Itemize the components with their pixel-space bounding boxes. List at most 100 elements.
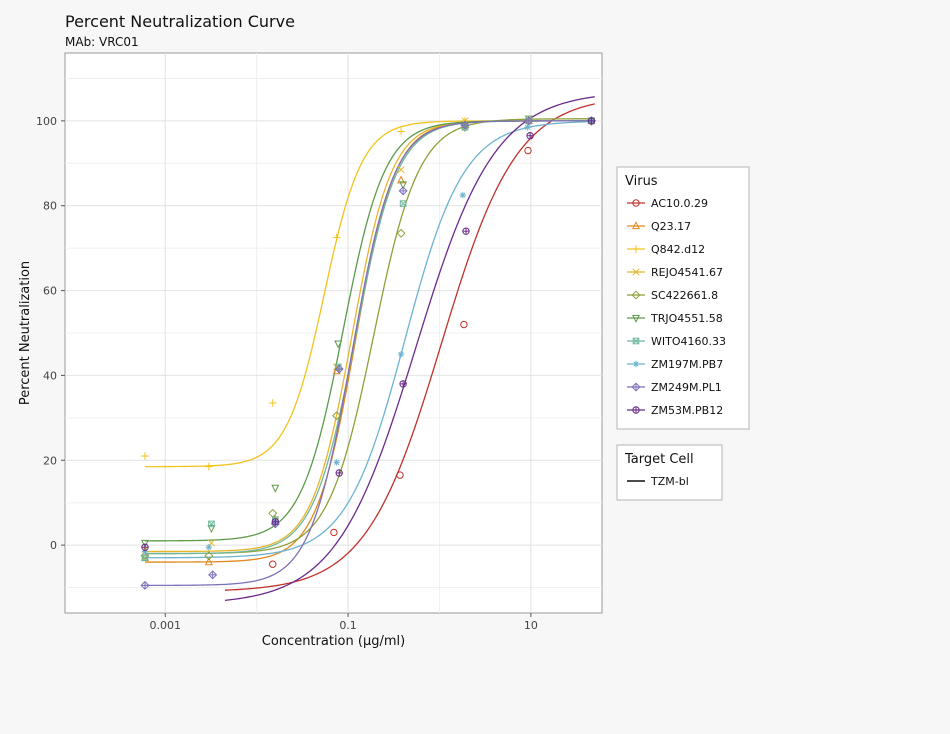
point-SC422661.8 <box>204 551 214 561</box>
point-Q842.d12 <box>397 127 405 136</box>
legend-label: AC10.0.29 <box>651 197 708 210</box>
point-TRJO4551.58 <box>140 539 149 548</box>
legend-item: Q23.17 <box>627 220 691 233</box>
point-Q842.d12 <box>268 399 277 407</box>
point-TRJO4551.58 <box>207 525 216 534</box>
chart-title: Percent Neutralization Curve <box>65 12 295 31</box>
grid <box>65 53 602 613</box>
legend-key-marker <box>632 199 640 207</box>
legend-label: ZM53M.PB12 <box>651 404 723 417</box>
point-TRJO4551.58 <box>271 484 280 493</box>
legend-key-marker <box>632 245 640 253</box>
point-ZM249M.PL1 <box>208 570 218 580</box>
point-AC10.0.29 <box>460 320 468 329</box>
point-ZM249M.PL1 <box>398 186 408 196</box>
target-cell-legend-title: Target Cell <box>624 452 694 467</box>
point-ZM53M.PB12 <box>335 469 343 477</box>
legend-label: ZM249M.PL1 <box>651 381 722 394</box>
legend-key-marker <box>632 268 640 276</box>
point-ZM197M.PB7 <box>397 351 405 358</box>
legend-key-marker <box>632 360 640 368</box>
legend-label: SC422661.8 <box>651 289 718 302</box>
y-axis-title: Percent Neutralization <box>18 261 33 405</box>
point-Q23.17 <box>397 175 406 184</box>
legend-label: Q842.d12 <box>651 243 705 256</box>
legend-item: ZM197M.PB7 <box>627 358 723 371</box>
point-Q842.d12 <box>332 233 341 242</box>
legend-item: WITO4160.33 <box>627 335 726 348</box>
point-ZM197M.PB7 <box>205 544 213 551</box>
virus-legend-title: Virus <box>625 174 658 189</box>
x-axis-title: Concentration (µg/ml) <box>262 634 405 649</box>
point-ZM53M.PB12 <box>141 543 149 551</box>
point-SC422661.8 <box>332 411 342 421</box>
target-cell-legend-label: TZM-bl <box>650 475 689 488</box>
legend-label: WITO4160.33 <box>651 335 726 348</box>
point-WITO4160.33 <box>399 200 407 207</box>
legend-key-marker <box>632 337 640 345</box>
point-SC422661.8 <box>140 551 150 561</box>
x-tick-label: 10 <box>524 619 538 632</box>
curve-ZM197M.PB7 <box>144 120 595 559</box>
point-AC10.0.29 <box>269 560 277 568</box>
point-ZM249M.PL1 <box>140 580 150 590</box>
legend-key-marker <box>631 382 641 392</box>
x-tick-label: 0.1 <box>339 619 357 632</box>
curve-ZM53M.PB12 <box>224 96 595 601</box>
point-WITO4160.33 <box>141 554 149 562</box>
point-AC10.0.29 <box>396 471 404 479</box>
legend-key-marker <box>631 290 641 300</box>
point-WITO4160.33 <box>208 520 215 528</box>
point-ZM249M.PL1 <box>524 116 534 126</box>
curve-ZM249M.PL1 <box>144 120 595 587</box>
point-Q23.17 <box>204 557 213 566</box>
point-ZM249M.PL1 <box>460 120 470 130</box>
point-Q842.d12 <box>205 462 213 471</box>
legend-label: Q23.17 <box>651 220 691 233</box>
legend-item: REJO4541.67 <box>627 266 723 279</box>
legend-key-marker <box>632 406 640 414</box>
point-ZM197M.PB7 <box>333 459 340 466</box>
target-cell-legend-box <box>616 444 723 501</box>
chart-subtitle: MAb: VRC01 <box>65 35 139 49</box>
point-REJO4541.67 <box>397 166 405 174</box>
point-ZM53M.PB12 <box>271 518 280 526</box>
virus-legend: Virus AC10.0.29 Q23.17 Q842.d12 REJO4541.67… <box>616 166 750 430</box>
y-tick-label: 20 <box>43 454 57 467</box>
legend-label: ZM197M.PB7 <box>651 358 723 371</box>
legend-label: TRJO4551.58 <box>650 312 723 325</box>
legend-item: TRJO4551.58 <box>627 312 723 325</box>
y-tick-label: 60 <box>43 285 57 298</box>
point-ZM197M.PB7 <box>459 191 467 199</box>
x-axis: 0.001 0.1 10 <box>150 613 538 632</box>
y-tick-label: 80 <box>43 200 57 213</box>
point-SC422661.8 <box>396 228 406 238</box>
target-cell-legend: Target Cell TZM-bl <box>616 444 723 501</box>
point-TRJO4551.58 <box>334 340 343 349</box>
point-Q23.17 <box>332 366 341 375</box>
x-tick-label: 0.001 <box>150 619 182 632</box>
legend-key-marker <box>631 314 641 323</box>
virus-legend-box <box>616 166 750 430</box>
point-ZM53M.PB12 <box>399 380 407 388</box>
data-points <box>140 115 596 590</box>
point-TRJO4551.58 <box>399 181 408 190</box>
virus-legend-items: AC10.0.29 Q23.17 Q842.d12 REJO4541.67 SC4226… <box>627 197 726 417</box>
point-ZM53M.PB12 <box>587 117 596 125</box>
point-ZM249M.PL1 <box>334 364 344 374</box>
y-tick-label: 40 <box>43 369 57 382</box>
legend-label: REJO4541.67 <box>651 266 723 279</box>
point-AC10.0.29 <box>330 528 338 537</box>
fitted-curves <box>144 96 595 601</box>
y-tick-label: 100 <box>36 115 57 128</box>
y-tick-label: 0 <box>50 539 57 552</box>
legend-key-marker <box>631 221 641 230</box>
point-ZM53M.PB12 <box>526 132 534 140</box>
legend-item: ZM249M.PL1 <box>627 381 722 394</box>
legend-item: AC10.0.29 <box>627 197 708 210</box>
point-AC10.0.29 <box>524 146 532 155</box>
point-ZM197M.PB7 <box>524 124 531 131</box>
point-ZM53M.PB12 <box>462 227 470 235</box>
legend-item: ZM53M.PB12 <box>627 404 723 417</box>
